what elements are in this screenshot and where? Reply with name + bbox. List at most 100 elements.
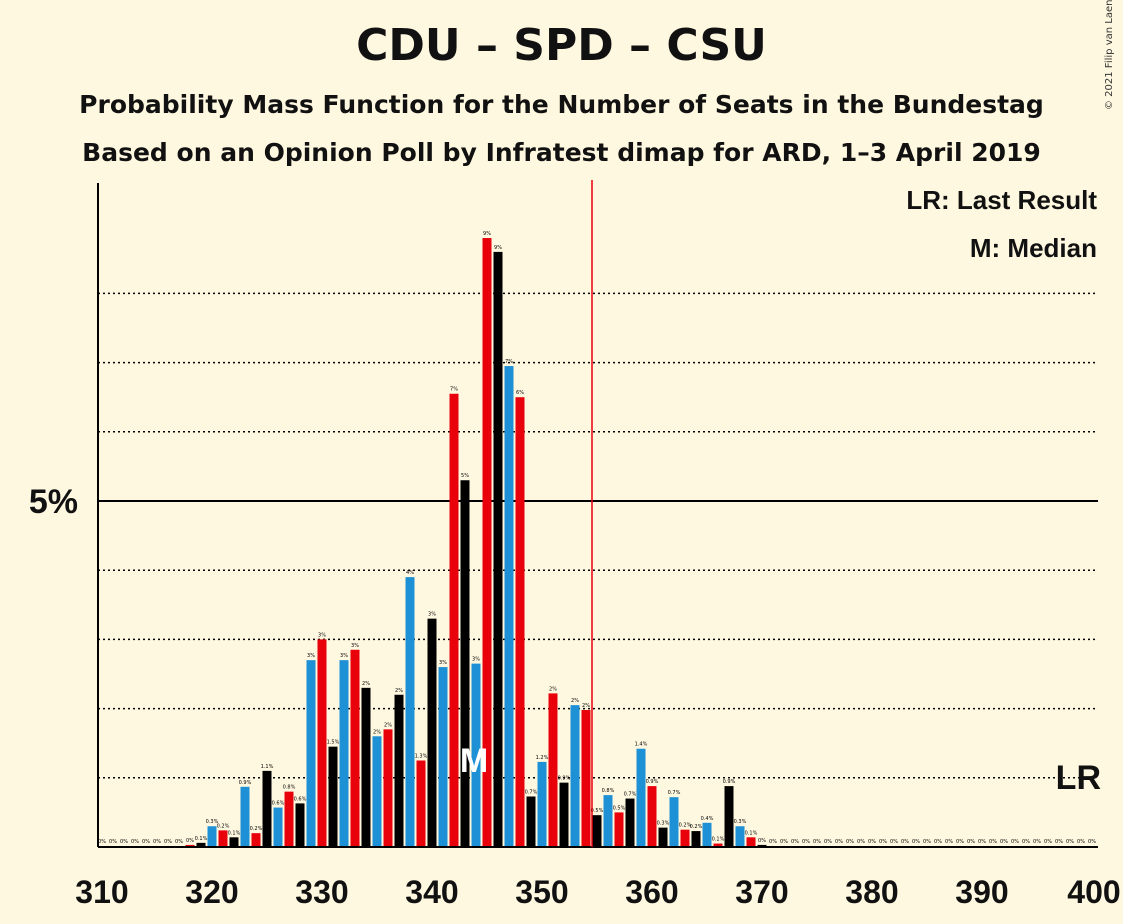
- bar-label-334: 2%: [362, 681, 370, 687]
- bar-label-348: 6%: [516, 390, 524, 396]
- legend-median: M: Median: [970, 233, 1097, 263]
- bar-label-375: 0%: [813, 839, 821, 845]
- bar-label-351: 2%: [549, 686, 557, 692]
- y-axis-5-percent-label: 5%: [29, 483, 78, 521]
- bar-353: [570, 705, 580, 847]
- bar-label-315: 0%: [153, 839, 161, 845]
- bar-label-349: 0.7%: [525, 789, 538, 795]
- bar-label-386: 0%: [934, 839, 942, 845]
- bar-label-310: 0%: [98, 839, 106, 845]
- bar-label-380: 0%: [868, 839, 876, 845]
- bar-336: [383, 729, 393, 847]
- bar-330: [317, 639, 327, 847]
- bar-label-367: 0.9%: [723, 779, 736, 785]
- bar-label-374: 0%: [802, 839, 810, 845]
- bar-label-396: 0%: [1044, 839, 1052, 845]
- x-tick-370: 370: [735, 874, 788, 910]
- bar-348: [515, 397, 525, 847]
- bar-label-311: 0%: [109, 839, 117, 845]
- bar-346: [493, 251, 503, 847]
- bar-label-319: 0.1%: [195, 836, 208, 842]
- bar-label-350: 1.2%: [536, 755, 549, 761]
- bar-334: [361, 687, 371, 847]
- bar-366: [713, 843, 723, 847]
- bar-label-358: 0.7%: [624, 792, 637, 798]
- x-tick-380: 380: [845, 874, 898, 910]
- bar-label-393: 0%: [1011, 839, 1019, 845]
- bar-322: [229, 837, 239, 847]
- bar-label-323: 0.9%: [239, 780, 252, 786]
- bar-362: [669, 797, 679, 847]
- chart-subtitle-2: Based on an Opinion Poll by Infratest di…: [82, 138, 1041, 167]
- bar-label-383: 0%: [901, 839, 909, 845]
- bar-label-363: 0.2%: [679, 823, 692, 829]
- bar-label-397: 0%: [1055, 839, 1063, 845]
- bar-340: [427, 618, 437, 847]
- gridlines: [98, 292, 1098, 779]
- bar-329: [306, 660, 316, 847]
- bar-label-388: 0%: [956, 839, 964, 845]
- bar-363: [680, 829, 690, 847]
- bar-label-391: 0%: [989, 839, 997, 845]
- bar-label-365: 0.4%: [701, 816, 714, 822]
- bar-343: [460, 480, 470, 847]
- bar-label-389: 0%: [967, 839, 975, 845]
- bar-label-378: 0%: [846, 839, 854, 845]
- bar-label-352: 0.9%: [558, 776, 571, 782]
- bar-label-384: 0%: [912, 839, 920, 845]
- bar-label-342: 7%: [450, 387, 458, 393]
- bar-label-325: 1.1%: [261, 764, 274, 770]
- bar-356: [603, 795, 613, 847]
- bar-label-387: 0%: [945, 839, 953, 845]
- bar-325: [262, 770, 272, 847]
- bar-323: [240, 786, 250, 847]
- bar-label-317: 0%: [175, 839, 183, 845]
- bar-label-376: 0%: [824, 839, 832, 845]
- bar-label-327: 0.8%: [283, 785, 296, 791]
- bar-labels: 0% 0% 0% 0% 0% 0% 0% 0% 0% 0.1%0.3%0.2%0.1%0.9%0.…: [98, 231, 1096, 845]
- bar-365: [702, 822, 712, 847]
- bar-367: [724, 786, 734, 847]
- chart-subtitle-1: Probability Mass Function for the Number…: [79, 90, 1044, 119]
- legend-last-result: LR: Last Result: [906, 185, 1097, 215]
- bar-347: [504, 366, 514, 847]
- bar-358: [625, 798, 635, 847]
- bar-354: [581, 709, 591, 847]
- bar-label-335: 2%: [373, 729, 381, 735]
- bar-337: [394, 694, 404, 847]
- bar-label-359: 1.4%: [635, 742, 648, 748]
- axes: [97, 183, 1098, 848]
- bar-label-390: 0%: [978, 839, 986, 845]
- bar-label-318: 0%: [186, 838, 194, 844]
- bar-label-377: 0%: [835, 839, 843, 845]
- bar-label-395: 0%: [1033, 839, 1041, 845]
- bar-label-354: 2%: [582, 703, 590, 709]
- bar-label-314: 0%: [142, 839, 150, 845]
- bar-label-381: 0%: [879, 839, 887, 845]
- bar-359: [636, 748, 646, 847]
- x-tick-330: 330: [295, 874, 348, 910]
- bar-328: [295, 803, 305, 847]
- bar-label-361: 0.3%: [657, 821, 670, 827]
- bar-label-382: 0%: [890, 839, 898, 845]
- bar-341: [438, 667, 448, 847]
- x-tick-360: 360: [625, 874, 678, 910]
- median-marker: M: [460, 742, 488, 780]
- bar-label-344: 3%: [472, 657, 480, 663]
- bar-label-385: 0%: [923, 839, 931, 845]
- bar-label-371: 0%: [769, 839, 777, 845]
- x-tick-labels: 310 320 330 340 350 360 370 380 390 400: [75, 874, 1120, 910]
- bar-label-331: 1.5%: [327, 740, 340, 746]
- bar-label-399: 0%: [1077, 839, 1085, 845]
- bar-label-370: 0%: [758, 838, 766, 844]
- bar-label-355: 0.5%: [591, 808, 604, 814]
- bar-label-332: 3%: [340, 653, 348, 659]
- bar-label-345: 9%: [483, 231, 491, 237]
- bar-label-338: 4%: [406, 570, 414, 576]
- bar-label-337: 2%: [395, 688, 403, 694]
- chart-title: CDU – SPD – CSU: [356, 20, 767, 71]
- bar-label-333: 3%: [351, 643, 359, 649]
- bar-355: [592, 815, 602, 847]
- x-tick-320: 320: [185, 874, 238, 910]
